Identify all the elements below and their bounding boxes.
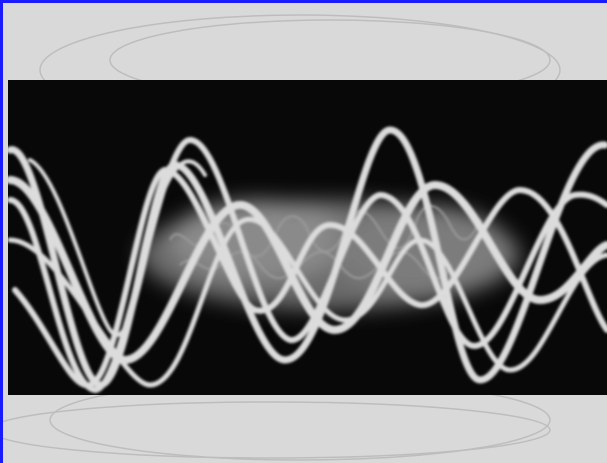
waves [6,126,607,394]
